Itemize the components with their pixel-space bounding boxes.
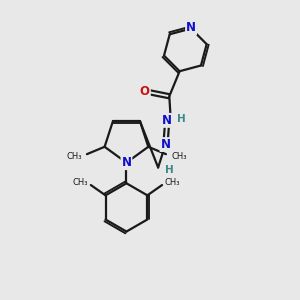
Text: H: H (165, 165, 174, 176)
Text: N: N (160, 138, 170, 151)
Text: N: N (162, 114, 172, 127)
Text: O: O (140, 85, 150, 98)
Text: CH₃: CH₃ (164, 178, 180, 187)
Text: CH₃: CH₃ (171, 152, 187, 161)
Text: N: N (186, 22, 196, 34)
Text: CH₃: CH₃ (73, 178, 88, 187)
Text: H: H (177, 114, 185, 124)
Text: N: N (122, 156, 131, 169)
Text: CH₃: CH₃ (66, 152, 82, 161)
